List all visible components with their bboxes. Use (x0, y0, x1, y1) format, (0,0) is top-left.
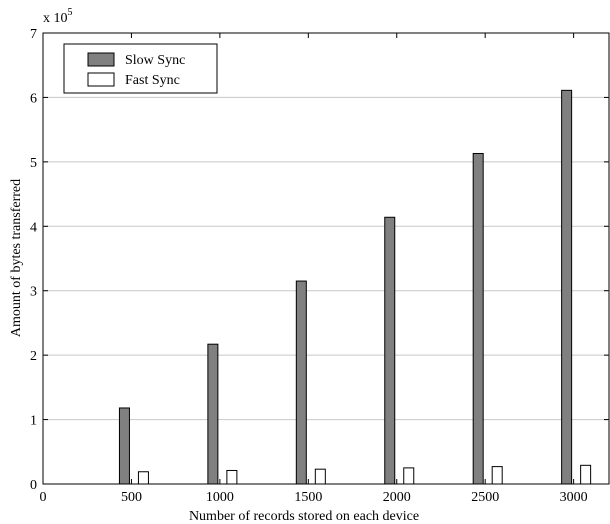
bar-fast-sync (403, 467, 415, 485)
x-axis-ticks: 0 500 1000 1500 2000 2500 3000 (40, 33, 588, 505)
y-tick-label: 4 (30, 220, 37, 235)
bar-slow-sync (472, 152, 484, 485)
bar-fast-sync (137, 471, 149, 485)
x-axis-label: Number of records stored on each device (189, 509, 419, 524)
grid-lines (43, 96, 609, 421)
x-tick-label: 1500 (294, 490, 322, 505)
bar-slow-sync (207, 343, 219, 485)
bar-fast-sync (226, 469, 238, 485)
legend-label-slow-sync: Slow Sync (125, 53, 185, 68)
bar-slow-sync (561, 89, 573, 485)
x-tick-label: 2000 (383, 490, 411, 505)
x-tick-label: 500 (121, 490, 142, 505)
x-tick-label: 3000 (560, 490, 588, 505)
x-tick-label: 2500 (471, 490, 499, 505)
y-tick-label: 7 (30, 27, 37, 42)
bar-fast-sync (314, 468, 326, 485)
bar-slow-sync (384, 216, 396, 485)
x-tick-label: 1000 (206, 490, 234, 505)
plot-area (42, 32, 610, 485)
y-tick-label: 3 (30, 285, 37, 300)
y-tick-label: 2 (30, 349, 37, 364)
bars (118, 89, 592, 485)
bar-fast-sync (491, 466, 503, 485)
legend-swatch-fast-sync (87, 72, 115, 87)
bar-slow-sync (118, 407, 130, 485)
y-tick-label: 1 (30, 414, 37, 429)
y-tick-label: 5 (30, 156, 37, 171)
bar-slow-sync (295, 280, 307, 485)
y-scale-exponent: 5 (68, 7, 73, 18)
legend-swatch-slow-sync (87, 52, 115, 67)
legend-label-fast-sync: Fast Sync (125, 73, 180, 88)
y-scale-multiplier: x 105 (43, 7, 73, 26)
y-tick-label: 0 (30, 478, 37, 493)
y-axis-ticks: 0 1 2 3 4 5 6 7 (30, 27, 609, 493)
x-tick-label: 0 (40, 490, 47, 505)
bar-fast-sync (580, 464, 592, 485)
y-tick-label: 6 (30, 91, 37, 106)
y-axis-label: Amount of bytes transferred (9, 179, 24, 337)
legend: Slow Sync Fast Sync (63, 43, 218, 94)
